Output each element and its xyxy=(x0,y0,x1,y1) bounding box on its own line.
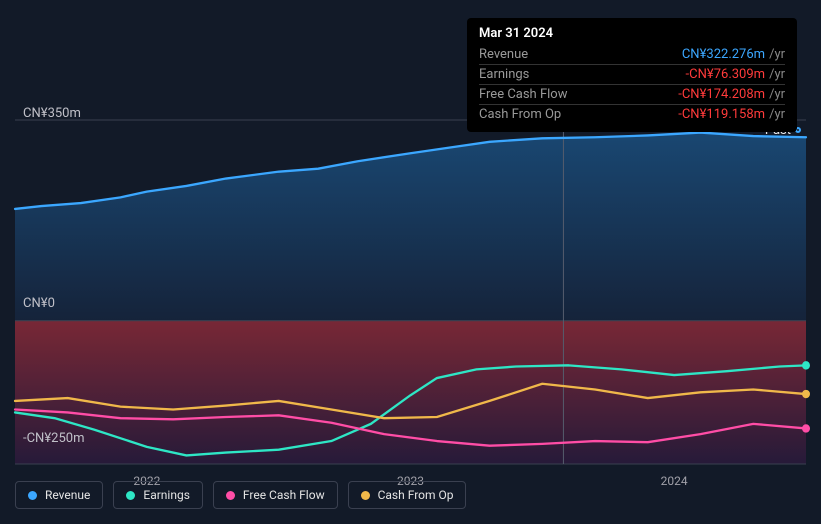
legend-item-cashfromop[interactable]: Cash From Op xyxy=(348,481,467,509)
tooltip-row-label: Cash From Op xyxy=(479,107,561,122)
legend-dot-icon xyxy=(28,491,37,500)
chart-tooltip: Mar 31 2024 Revenue CN¥322.276m/yr Earning… xyxy=(467,18,797,132)
tooltip-row: Revenue CN¥322.276m/yr xyxy=(479,45,785,64)
y-axis-label: -CN¥250m xyxy=(23,431,84,446)
chart-svg xyxy=(15,120,806,464)
tooltip-row-value: -CN¥119.158m/yr xyxy=(678,107,785,122)
legend-label: Revenue xyxy=(45,488,90,502)
tooltip-row-value: CN¥322.276m/yr xyxy=(682,47,785,62)
legend-item-revenue[interactable]: Revenue xyxy=(15,481,103,509)
chart-legend: Revenue Earnings Free Cash Flow Cash From O… xyxy=(15,481,466,509)
tooltip-row-value: -CN¥76.309m/yr xyxy=(686,67,785,82)
tooltip-row: Cash From Op -CN¥119.158m/yr xyxy=(479,104,785,124)
tooltip-row: Earnings -CN¥76.309m/yr xyxy=(479,64,785,84)
tooltip-date: Mar 31 2024 xyxy=(479,26,785,41)
tooltip-row-label: Earnings xyxy=(479,67,529,82)
legend-dot-icon xyxy=(226,491,235,500)
y-axis-label: CN¥350m xyxy=(23,106,81,121)
financials-chart[interactable]: CN¥350mCN¥0-CN¥250m202220232024Past xyxy=(15,120,806,464)
tooltip-row: Free Cash Flow -CN¥174.208m/yr xyxy=(479,84,785,104)
legend-item-fcf[interactable]: Free Cash Flow xyxy=(213,481,338,509)
tooltip-row-value: -CN¥174.208m/yr xyxy=(678,87,785,102)
tooltip-row-label: Free Cash Flow xyxy=(479,87,567,102)
y-axis-label: CN¥0 xyxy=(23,296,55,311)
legend-dot-icon xyxy=(361,491,370,500)
legend-label: Earnings xyxy=(143,488,190,502)
legend-label: Free Cash Flow xyxy=(243,488,325,502)
legend-item-earnings[interactable]: Earnings xyxy=(113,481,203,509)
legend-label: Cash From Op xyxy=(378,488,454,502)
legend-dot-icon xyxy=(126,491,135,500)
x-axis-label: 2024 xyxy=(661,474,688,488)
tooltip-row-label: Revenue xyxy=(479,47,528,62)
